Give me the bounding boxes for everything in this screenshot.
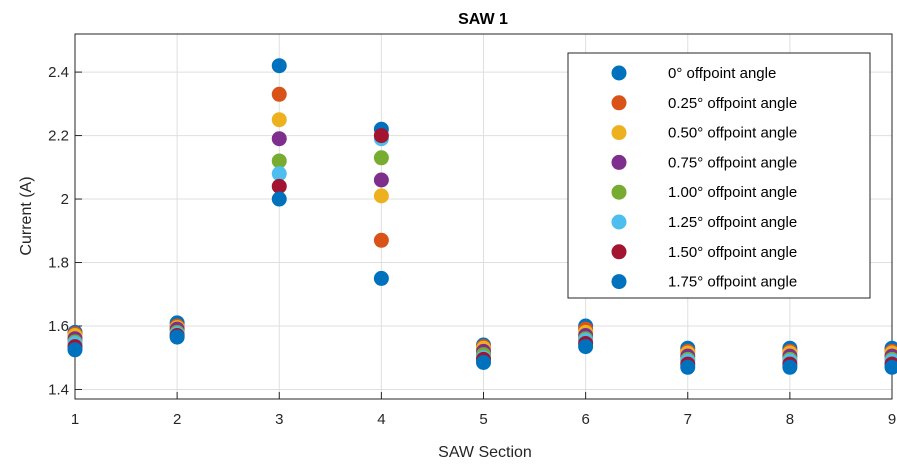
legend-box (567, 52, 871, 299)
legend-entry: 1.00° offpoint angle (668, 184, 797, 201)
legend-marker (611, 65, 627, 81)
y-tick-label: 2.4 (48, 64, 69, 81)
x-tick-label: 9 (888, 411, 896, 428)
x-axis-label: SAW Section (438, 444, 532, 461)
x-tick-label: 3 (275, 411, 283, 428)
x-tick-label: 8 (786, 411, 794, 428)
data-point (884, 359, 897, 375)
data-point (271, 112, 287, 128)
y-tick-label: 2.2 (48, 128, 69, 145)
y-tick-label: 1.6 (48, 318, 69, 335)
x-tick-label: 2 (173, 411, 181, 428)
legend-marker (611, 125, 627, 141)
legend-entry: 1.75° offpoint angle (668, 274, 797, 291)
data-point (271, 131, 287, 147)
data-point (271, 58, 287, 74)
y-tick-label: 1.4 (48, 381, 69, 398)
data-point (476, 355, 491, 370)
series-7 (67, 191, 897, 375)
legend-marker (611, 244, 627, 260)
x-tick-label: 1 (71, 411, 79, 428)
data-point (271, 191, 287, 207)
y-tick-label: 1.8 (48, 255, 69, 272)
legend-entry: 0.25° offpoint angle (668, 95, 797, 112)
legend-entry: 1.25° offpoint angle (668, 214, 797, 231)
data-point (271, 86, 287, 102)
chart-title: SAW 1 (458, 11, 508, 28)
axis-ticks: 1 2 3 4 5 6 7 8 9 1.4 1.6 1.8 2 2.2 2.4 (48, 64, 896, 428)
legend: 0° offpoint angle 0.25° offpoint angle 0.5… (567, 52, 871, 299)
data-point (578, 339, 594, 355)
data-point (169, 329, 185, 345)
legend-entry: 0° offpoint angle (668, 65, 776, 82)
x-tick-label: 5 (479, 411, 487, 428)
data-point (373, 172, 389, 188)
data-point (680, 359, 696, 375)
data-points (67, 58, 897, 375)
data-point (373, 188, 389, 204)
data-point (373, 128, 389, 144)
legend-marker (611, 214, 627, 230)
data-point (373, 270, 389, 286)
legend-marker (611, 184, 627, 200)
x-tick-label: 7 (684, 411, 692, 428)
x-tick-label: 6 (581, 411, 589, 428)
data-point (271, 178, 287, 194)
data-point (271, 166, 287, 182)
y-axis-label: Current (A) (18, 176, 35, 255)
legend-marker (611, 274, 627, 290)
x-tick-label: 4 (377, 411, 385, 428)
legend-entry: 1.50° offpoint angle (668, 244, 797, 261)
legend-marker (611, 95, 627, 111)
data-point (782, 359, 798, 375)
data-point (67, 342, 83, 358)
data-point (271, 153, 287, 169)
legend-entry: 0.50° offpoint angle (668, 125, 797, 142)
data-point (373, 232, 389, 248)
data-point (373, 150, 389, 166)
y-tick-label: 2 (61, 191, 69, 208)
legend-entry: 0.75° offpoint angle (668, 154, 797, 171)
legend-marker (611, 154, 627, 170)
